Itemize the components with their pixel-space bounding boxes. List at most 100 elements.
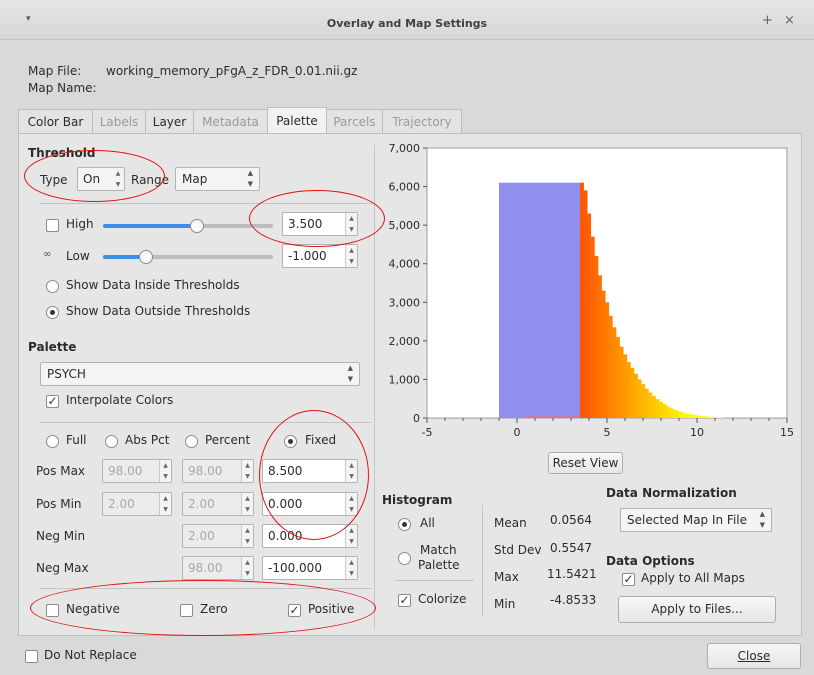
reset-view-button[interactable]: Reset View — [548, 452, 623, 474]
pin-icon[interactable]: + — [762, 13, 773, 28]
high-label: High — [66, 217, 94, 231]
pos-max-label: Pos Max — [36, 464, 86, 478]
histogram-bar — [601, 290, 606, 418]
palette-select[interactable]: PSYCH ▲ ▼ — [40, 362, 360, 386]
title-bar — [0, 0, 814, 40]
threshold-range-value: Map — [182, 172, 208, 186]
tab-trajectory[interactable]: Trajectory — [382, 109, 462, 134]
histogram-bar — [662, 404, 667, 418]
histogram-bar — [652, 396, 656, 418]
neg-max-fixed-spinbox[interactable]: -100.000 ▲ ▼ — [262, 556, 358, 580]
histogram-bar — [634, 373, 638, 418]
close-button[interactable]: Close — [707, 643, 801, 669]
y-tick-label: 1,000 — [389, 373, 421, 386]
pos-min-percent-value: 2.00 — [188, 497, 215, 511]
interpolate-colors-checkbox[interactable]: ✓ — [46, 394, 59, 408]
negative-checkbox[interactable] — [46, 604, 59, 617]
interpolate-colors-label: Interpolate Colors — [66, 393, 174, 407]
x-tick-label: -5 — [422, 426, 433, 439]
high-threshold-checkbox[interactable] — [46, 219, 59, 232]
y-tick-label: 0 — [413, 412, 420, 425]
show-outside-radio[interactable] — [46, 306, 59, 319]
tab-metadata[interactable]: Metadata — [193, 109, 268, 134]
high-threshold-spinbox[interactable]: 3.500 ▲ ▼ — [282, 212, 358, 236]
neg-min-percent-value: 2.00 — [188, 529, 215, 543]
histogram-bar — [594, 256, 599, 418]
updown-arrow-icon: ▲ ▼ — [345, 460, 357, 482]
stat-mean-label: Mean — [494, 516, 527, 530]
histogram-bar — [655, 399, 660, 418]
colorize-checkbox[interactable]: ✓ — [398, 593, 411, 607]
mode-full-radio[interactable] — [46, 435, 59, 448]
pos-min-percent-spinbox[interactable]: 2.00 ▲ ▼ — [182, 492, 254, 516]
tab-labels[interactable]: Labels — [92, 109, 146, 134]
apply-to-files-button[interactable]: Apply to Files... — [618, 596, 776, 623]
pos-min-abs-pct-spinbox[interactable]: 2.00 ▲ ▼ — [102, 492, 172, 516]
histogram-bar — [659, 401, 664, 418]
pos-max-fixed-spinbox[interactable]: 8.500 ▲ ▼ — [262, 459, 358, 483]
histogram-bar — [716, 417, 721, 418]
stat-min-label: Min — [494, 597, 516, 611]
pos-max-abs-pct-spinbox[interactable]: 98.00 ▲ ▼ — [102, 459, 172, 483]
mode-abs-pct-label: Abs Pct — [125, 433, 170, 447]
mode-percent-radio[interactable] — [185, 435, 198, 448]
histogram-bar — [608, 315, 613, 418]
mode-abs-pct-radio[interactable] — [105, 435, 118, 448]
y-tick-label: 6,000 — [389, 181, 421, 194]
zero-checkbox[interactable] — [180, 604, 193, 617]
slider-handle[interactable] — [189, 219, 204, 233]
slider-fill — [103, 224, 197, 228]
tab-color-bar[interactable]: Color Bar — [18, 109, 93, 134]
neg-min-fixed-spinbox[interactable]: 0.000 ▲ ▼ — [262, 524, 358, 548]
histogram-bar — [695, 415, 700, 418]
apply-all-maps-checkbox[interactable]: ✓ — [622, 572, 635, 586]
histogram-all-radio[interactable] — [398, 518, 411, 531]
x-tick-label: 15 — [780, 426, 794, 439]
pos-max-percent-spinbox[interactable]: 98.00 ▲ ▼ — [182, 459, 254, 483]
tab-palette[interactable]: Palette — [267, 107, 327, 134]
pos-min-fixed-spinbox[interactable]: 0.000 ▲ ▼ — [262, 492, 358, 516]
updown-arrow-icon: ▲ ▼ — [345, 213, 357, 235]
slider-handle[interactable] — [138, 250, 153, 264]
window-menu-icon[interactable]: ▾ — [26, 14, 31, 24]
mode-fixed-radio[interactable] — [284, 435, 297, 448]
y-tick-label: 3,000 — [389, 296, 421, 309]
threshold-type-select[interactable]: On ▲ ▼ — [77, 167, 125, 191]
histogram-bar — [583, 190, 588, 418]
mode-fixed-label: Fixed — [305, 433, 337, 447]
neg-max-fixed-value: -100.000 — [268, 561, 322, 575]
histogram-bar — [666, 406, 671, 418]
slider-fill — [103, 255, 146, 259]
neg-min-label: Neg Min — [36, 529, 86, 543]
histogram-bar — [684, 413, 689, 418]
histogram-bar — [641, 384, 646, 418]
positive-checkbox[interactable]: ✓ — [288, 603, 301, 617]
normalization-select[interactable]: Selected Map In File ▲ ▼ — [620, 508, 772, 532]
show-inside-radio[interactable] — [46, 280, 59, 293]
apply-all-maps-label: Apply to All Maps — [641, 571, 745, 585]
histogram-bar — [709, 416, 714, 418]
low-slider[interactable] — [103, 250, 273, 264]
histogram-bars — [499, 182, 725, 418]
histogram-bar — [598, 275, 602, 418]
high-slider[interactable] — [103, 219, 273, 233]
tab-layer[interactable]: Layer — [145, 109, 194, 134]
neg-min-fixed-value: 0.000 — [268, 529, 303, 543]
low-threshold-value: -1.000 — [288, 249, 327, 263]
updown-arrow-icon: ▲ ▼ — [241, 525, 253, 547]
neg-min-percent-spinbox[interactable]: 2.00 ▲ ▼ — [182, 524, 254, 548]
pos-min-fixed-value: 0.000 — [268, 497, 303, 511]
neg-max-percent-spinbox[interactable]: 98.00 ▲ ▼ — [182, 556, 254, 580]
threshold-range-select[interactable]: Map ▲ ▼ — [175, 167, 260, 191]
tab-parcels[interactable]: Parcels — [326, 109, 383, 134]
pos-max-abs-pct-value: 98.00 — [108, 464, 143, 478]
link-icon[interactable]: ∞ — [43, 249, 52, 260]
histogram-match-palette-radio[interactable] — [398, 552, 411, 565]
histogram-bar — [626, 362, 631, 418]
close-window-icon[interactable]: × — [784, 13, 795, 28]
low-threshold-spinbox[interactable]: -1.000 ▲ ▼ — [282, 244, 358, 268]
histogram-bar — [680, 412, 685, 418]
do-not-replace-checkbox[interactable] — [25, 650, 38, 663]
y-tick-label: 2,000 — [389, 335, 421, 348]
